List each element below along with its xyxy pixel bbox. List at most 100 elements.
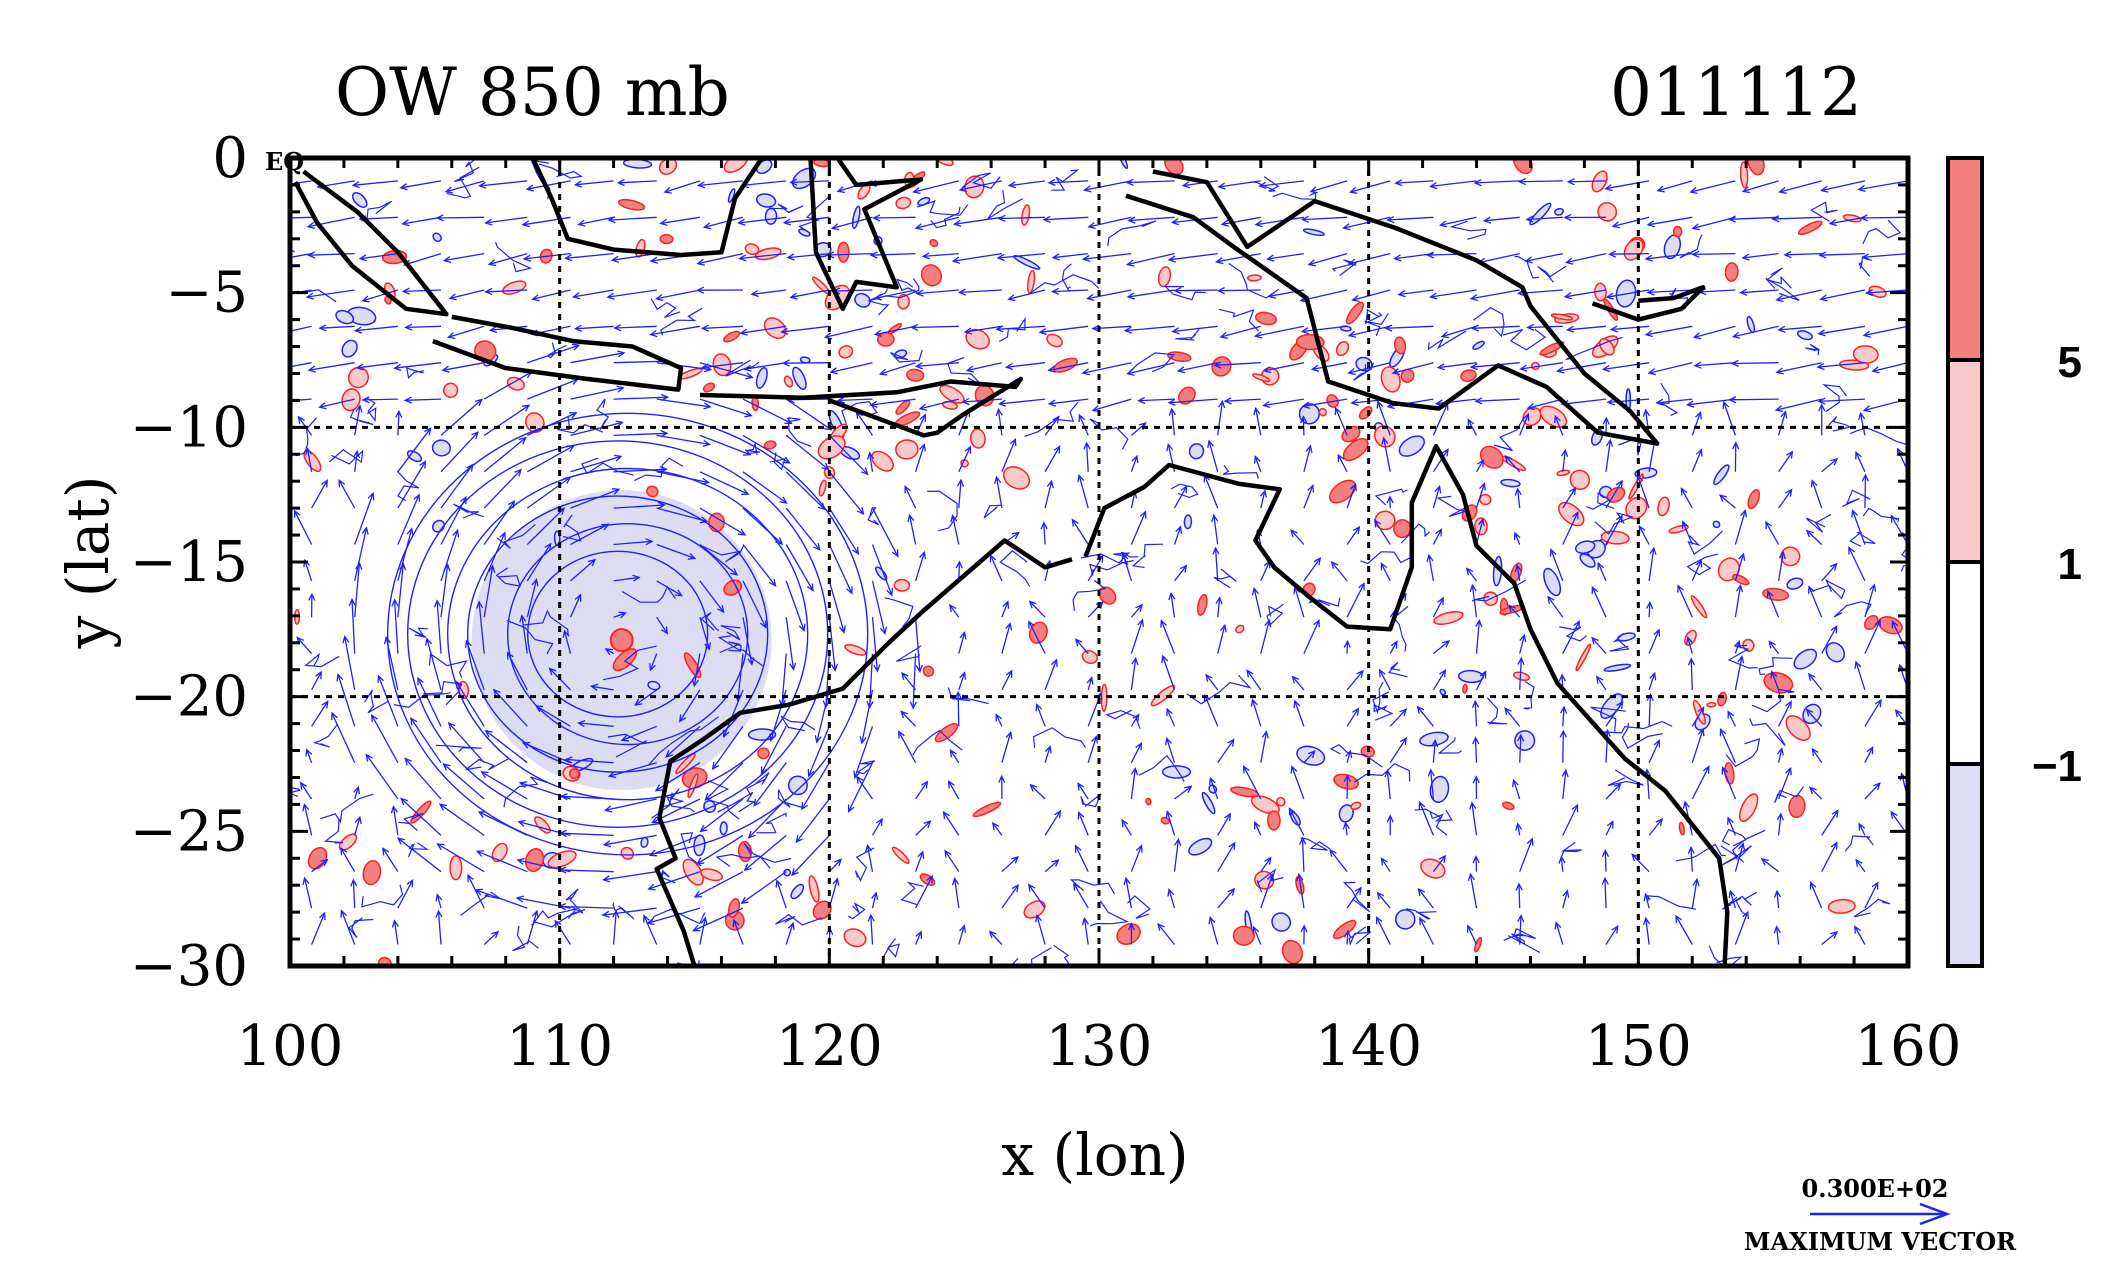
wind-vector	[1508, 605, 1521, 618]
ow-contour-line	[927, 490, 958, 532]
wind-vector-head	[1811, 747, 1819, 756]
wind-vector-head	[738, 254, 747, 262]
wind-vector	[1427, 252, 1477, 256]
negative-ow-blob	[854, 292, 871, 308]
wind-vector	[827, 252, 873, 256]
wind-vector	[785, 922, 794, 945]
wind-vector-head	[838, 625, 846, 634]
ow-contour-line	[1586, 491, 1615, 510]
wind-vector-head	[315, 670, 322, 680]
wind-vector	[1821, 458, 1838, 473]
wind-vector-head	[1352, 707, 1360, 716]
positive-ow-blob	[1788, 794, 1806, 819]
wind-vector	[1387, 216, 1434, 221]
wind-vector-head	[739, 328, 748, 336]
wind-vector	[1225, 398, 1261, 402]
wind-vector	[483, 469, 522, 509]
wind-vector-head	[856, 775, 864, 784]
wind-vector	[785, 617, 795, 670]
positive-ow-blob	[965, 328, 990, 350]
wind-vector-head	[308, 592, 316, 601]
wind-vector	[1644, 894, 1650, 909]
wind-vector-head	[643, 914, 650, 923]
wind-vector-head	[1077, 473, 1085, 483]
wind-vector-head	[466, 463, 474, 472]
wind-vector-head	[1208, 915, 1216, 925]
wind-vector	[1078, 414, 1089, 436]
wind-vector-head	[293, 509, 301, 518]
wind-vector-head	[1861, 253, 1870, 261]
positive-ow-blob	[972, 801, 1002, 818]
wind-vector-head	[1167, 888, 1175, 897]
wind-vector	[575, 325, 614, 330]
wind-vector-head	[1563, 213, 1572, 222]
wind-vector-head	[996, 253, 1005, 262]
wind-vector-head	[1391, 368, 1401, 376]
wind-vector	[1656, 398, 1693, 404]
wind-vector	[1855, 661, 1866, 691]
wind-vector-head	[1681, 520, 1689, 529]
positive-ow-blob	[449, 855, 463, 881]
wind-vector	[1472, 325, 1520, 329]
wind-vector	[340, 910, 356, 945]
positive-ow-blob	[960, 458, 969, 468]
wind-vector-head	[467, 873, 474, 883]
wind-vector-head	[1891, 620, 1899, 629]
wind-vector	[1162, 655, 1176, 691]
wind-vector-head	[371, 713, 378, 723]
wind-vector	[1848, 547, 1866, 582]
wind-vector	[828, 434, 869, 475]
wind-vector-head	[1477, 517, 1485, 527]
wind-vector-head	[1047, 365, 1056, 373]
wind-vector-head	[737, 218, 746, 226]
wind-vector	[331, 712, 356, 763]
positive-ow-blob	[895, 439, 919, 460]
ow-contour-line	[1300, 837, 1331, 851]
wind-vector-head	[602, 875, 611, 883]
ow-contour-line	[408, 627, 429, 638]
wind-vector-head	[1558, 673, 1566, 682]
ow-contour-line	[947, 687, 989, 705]
wind-vector	[1859, 413, 1866, 436]
wind-vector-head	[435, 893, 443, 902]
wind-vector-head	[1347, 258, 1357, 266]
wind-vector-head	[832, 877, 840, 886]
ow-contour-line	[662, 795, 695, 813]
colorbar-level-label: 5	[2058, 338, 2082, 387]
wind-vector-head	[1418, 800, 1426, 810]
wind-vector	[742, 617, 753, 665]
wind-vector	[967, 362, 1003, 372]
ow-contour-line	[1774, 786, 1805, 803]
wind-vector	[770, 689, 787, 741]
wind-vector-head	[1157, 922, 1165, 932]
wind-vector	[337, 674, 356, 727]
ow-contour-line	[961, 172, 1001, 189]
positive-ow-blob	[1706, 701, 1717, 708]
wind-vector	[1471, 289, 1520, 300]
wind-vector	[1647, 216, 1693, 226]
positive-ow-blob	[895, 399, 911, 415]
wind-vector-head	[424, 427, 432, 436]
wind-vector	[697, 252, 744, 265]
wind-vector	[656, 616, 668, 634]
wind-vector-head	[601, 910, 610, 918]
wind-vector	[871, 892, 877, 909]
wind-vector-head	[396, 837, 406, 845]
wind-vector-head	[1293, 699, 1301, 709]
positive-ow-blob	[1267, 810, 1281, 831]
wind-vector	[1432, 529, 1442, 545]
ow-contour-line	[1565, 336, 1623, 361]
wind-vector-head	[1077, 811, 1085, 820]
wind-vector	[1044, 480, 1053, 509]
wind-vector	[527, 378, 579, 400]
wind-vector-head	[487, 259, 497, 267]
wind-vector-head	[1722, 400, 1730, 410]
wind-vector-head	[1212, 546, 1220, 555]
wind-vector-head	[1647, 368, 1657, 376]
wind-vector-head	[950, 514, 958, 523]
wind-vector	[612, 911, 617, 945]
wind-vector	[1784, 252, 1822, 256]
ow-contour-line	[1213, 568, 1237, 589]
positive-ow-blob	[1281, 939, 1304, 965]
positive-ow-blob	[934, 722, 959, 743]
